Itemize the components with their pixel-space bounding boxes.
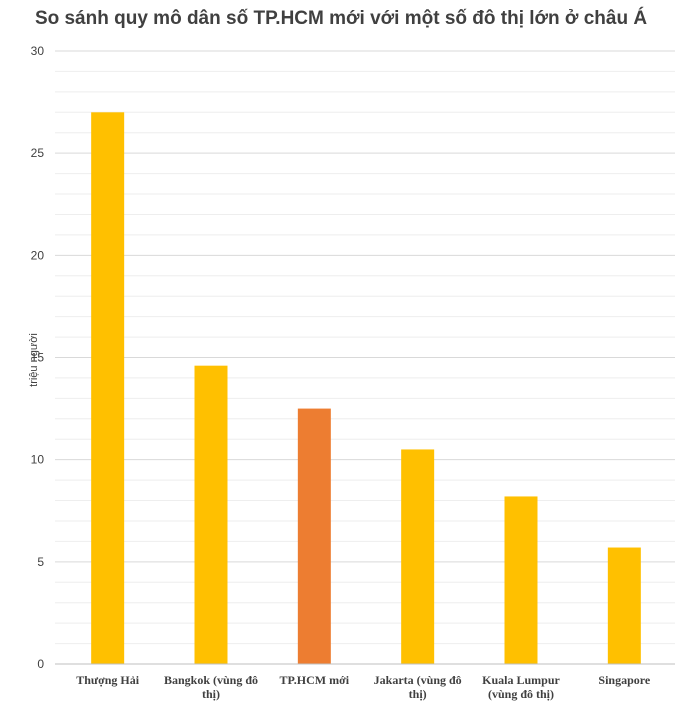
y-tick-label: 20 bbox=[31, 248, 45, 262]
x-tick-label: Jakarta (vùng đô thị) bbox=[374, 673, 462, 701]
x-tick-label: Singapore bbox=[598, 673, 650, 687]
bar bbox=[297, 408, 331, 664]
bars bbox=[91, 112, 641, 665]
bar bbox=[401, 449, 435, 664]
bar bbox=[504, 496, 538, 664]
y-tick-label: 0 bbox=[37, 657, 44, 671]
chart-title: So sánh quy mô dân số TP.HCM mới với một… bbox=[35, 7, 647, 29]
y-tick-label: 25 bbox=[31, 146, 45, 160]
y-axis-ticks: 0 5 10 15 20 25 30 bbox=[31, 44, 45, 671]
y-axis-label: triệu người bbox=[28, 333, 40, 387]
bar bbox=[91, 112, 125, 665]
y-tick-label: 15 bbox=[31, 351, 45, 365]
y-tick-label: 5 bbox=[37, 555, 44, 569]
x-axis-ticks: Thượng Hải Bangkok (vùng đô thị) TP.HCM mới… bbox=[76, 673, 651, 701]
gridlines bbox=[55, 50, 675, 645]
x-tick-label: Kuala Lumpur (vùng đô thị) bbox=[482, 673, 560, 701]
bar bbox=[607, 547, 641, 664]
x-tick-label: TP.HCM mới bbox=[280, 673, 350, 687]
bar bbox=[194, 365, 228, 664]
x-tick-label: Bangkok (vùng đô thị) bbox=[164, 673, 258, 701]
x-tick-label: Thượng Hải bbox=[76, 673, 140, 687]
y-tick-label: 10 bbox=[31, 453, 45, 467]
y-tick-label: 30 bbox=[31, 44, 45, 58]
